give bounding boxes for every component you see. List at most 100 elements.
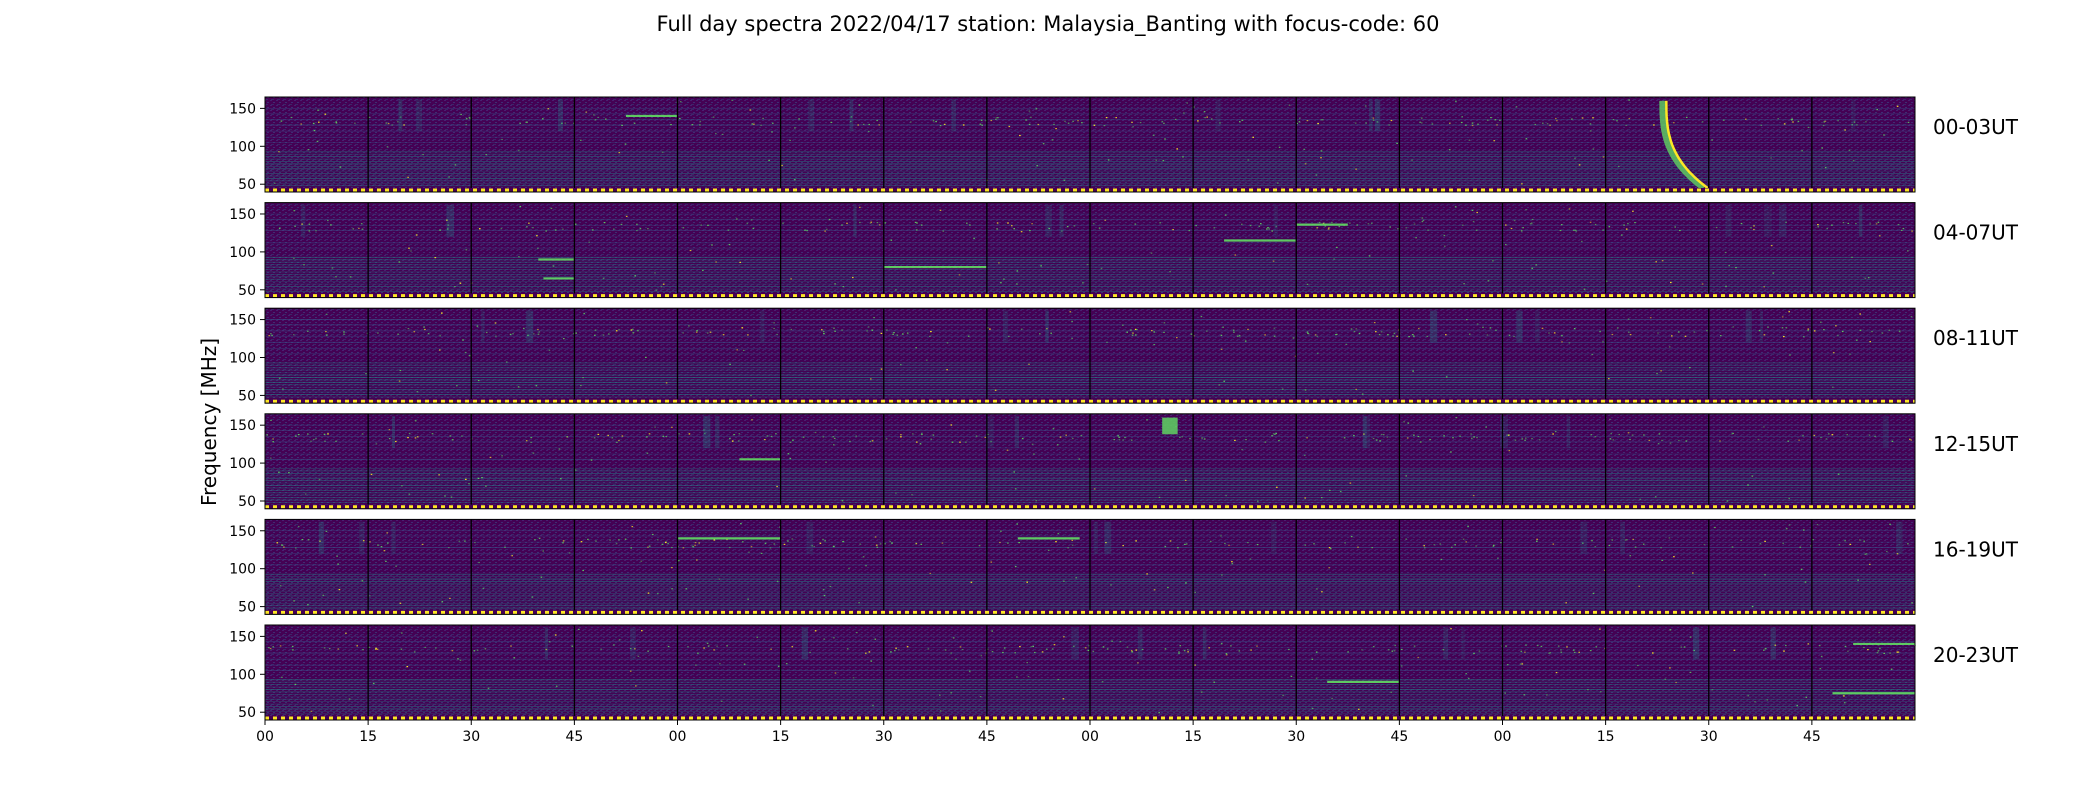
emission-speck xyxy=(1489,327,1492,329)
emission-speck xyxy=(634,275,636,277)
emission-speck xyxy=(1471,209,1474,211)
emission-speck xyxy=(1735,267,1737,269)
emission-speck xyxy=(597,116,600,118)
emission-speck xyxy=(1178,651,1180,653)
emission-speck xyxy=(893,332,895,334)
emission-speck xyxy=(532,452,535,454)
y-tick-label: 150 xyxy=(229,101,256,117)
emission-speck xyxy=(1035,500,1038,502)
emission-speck xyxy=(1134,223,1137,225)
emission-speck xyxy=(874,638,877,640)
emission-speck xyxy=(1030,646,1033,648)
emission-speck xyxy=(1525,644,1527,646)
emission-speck xyxy=(1424,547,1426,549)
emission-speck xyxy=(562,228,564,230)
interference-streak xyxy=(1759,310,1764,343)
emission-speck xyxy=(986,648,989,650)
emission-speck xyxy=(1573,328,1576,330)
emission-speck xyxy=(1634,546,1637,548)
emission-speck xyxy=(1367,223,1370,225)
emission-speck xyxy=(978,545,981,547)
emission-speck xyxy=(1639,498,1641,500)
emission-speck xyxy=(721,133,724,135)
row-label: 00-03UT xyxy=(1933,115,2019,139)
emission-speck xyxy=(1869,223,1872,225)
emission-speck xyxy=(552,265,555,267)
emission-speck xyxy=(1466,319,1468,321)
emission-speck xyxy=(1394,644,1396,647)
emission-speck xyxy=(1599,330,1601,332)
emission-speck xyxy=(1358,332,1361,335)
emission-speck xyxy=(1146,573,1148,575)
emission-speck xyxy=(716,645,718,647)
emission-speck xyxy=(1184,543,1186,545)
emission-speck xyxy=(1092,650,1095,653)
emission-speck xyxy=(566,436,568,438)
emission-speck xyxy=(434,257,437,259)
emission-speck xyxy=(830,121,833,123)
emission-speck xyxy=(1911,230,1913,232)
emission-speck xyxy=(737,440,740,442)
emission-speck xyxy=(1314,334,1317,336)
emission-speck xyxy=(1176,337,1178,339)
emission-speck xyxy=(1643,434,1645,436)
emission-speck xyxy=(1372,119,1375,121)
emission-speck xyxy=(823,638,825,640)
emission-speck xyxy=(1589,221,1592,223)
emission-speck xyxy=(728,244,731,246)
emission-speck xyxy=(276,542,279,544)
emission-speck xyxy=(1807,126,1810,128)
emission-speck xyxy=(280,120,283,122)
interference-streak xyxy=(1059,204,1064,237)
emission-speck xyxy=(1668,537,1671,539)
emission-speck xyxy=(980,119,983,121)
emission-speck xyxy=(1877,650,1880,652)
emission-speck xyxy=(397,121,399,123)
emission-speck xyxy=(1393,539,1395,541)
emission-speck xyxy=(593,437,596,439)
emission-speck xyxy=(981,124,983,126)
interference-streak xyxy=(1093,521,1099,554)
emission-speck xyxy=(1132,126,1134,128)
emission-speck xyxy=(1026,662,1028,664)
emission-speck xyxy=(890,651,892,653)
emission-speck xyxy=(636,223,638,225)
emission-speck xyxy=(1591,353,1594,356)
y-tick-label: 100 xyxy=(229,562,256,578)
emission-speck xyxy=(639,228,642,230)
emission-speck xyxy=(1852,160,1855,162)
emission-speck xyxy=(648,433,651,435)
emission-speck xyxy=(648,545,651,547)
emission-speck xyxy=(1020,231,1023,233)
emission-speck xyxy=(921,433,923,435)
emission-speck xyxy=(1608,226,1611,228)
emission-speck xyxy=(783,543,786,545)
emission-speck xyxy=(1355,388,1357,390)
emission-speck xyxy=(1282,694,1284,696)
emission-speck xyxy=(973,237,975,239)
emission-speck xyxy=(538,537,541,539)
emission-speck xyxy=(583,312,585,315)
emission-speck xyxy=(343,333,345,335)
emission-speck xyxy=(1014,566,1017,568)
emission-speck xyxy=(1071,320,1073,322)
emission-speck xyxy=(1823,121,1826,123)
emission-speck xyxy=(324,440,326,442)
emission-speck xyxy=(1475,545,1477,547)
emission-speck xyxy=(665,382,668,384)
emission-speck xyxy=(1055,541,1057,543)
emission-speck xyxy=(1728,265,1730,267)
emission-speck xyxy=(487,687,490,689)
emission-speck xyxy=(1268,228,1270,230)
emission-speck xyxy=(1349,482,1352,484)
emission-speck xyxy=(898,649,900,651)
emission-speck xyxy=(692,546,695,548)
emission-speck xyxy=(295,435,297,437)
emission-speck xyxy=(1454,544,1456,546)
emission-speck xyxy=(268,335,270,337)
emission-speck xyxy=(1000,530,1002,532)
emission-speck xyxy=(1531,222,1533,224)
emission-speck xyxy=(1568,342,1571,344)
emission-speck xyxy=(1298,121,1301,123)
